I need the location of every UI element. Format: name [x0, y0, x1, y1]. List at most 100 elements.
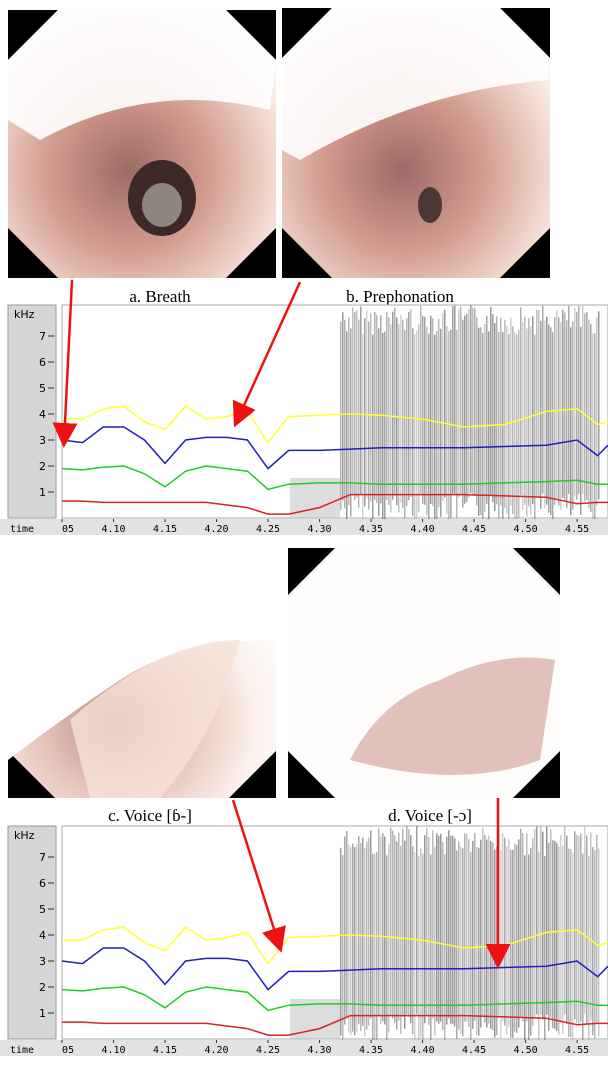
spectrogram-texture [414, 852, 416, 1040]
spectrogram-texture [342, 312, 344, 500]
spectrogram-texture [530, 327, 532, 515]
spectrogram-texture [492, 314, 494, 502]
x-tick-label: 4.40 [411, 1045, 435, 1056]
spectrogram-texture [442, 313, 444, 501]
spectrogram-texture [384, 837, 386, 1025]
spectrogram-texture [526, 328, 528, 516]
x-tick-label: 4.20 [204, 524, 228, 535]
spectrogram-texture [488, 836, 490, 1024]
spectrogram-texture [358, 836, 360, 1024]
spectrogram-texture [340, 848, 342, 1036]
spectrogram-texture [504, 838, 506, 1026]
spectrogram-texture [526, 833, 528, 1021]
spectrogram-texture [598, 311, 600, 499]
y-tick-label: 4 [39, 929, 46, 942]
spectrogram-texture [542, 831, 544, 1019]
spectrogram-texture [420, 849, 422, 1037]
spectrogram-texture [528, 318, 530, 506]
spectrogram-texture [346, 331, 348, 519]
spectrogram-texture [472, 308, 474, 496]
x-axis-label: time [10, 524, 34, 535]
spectrogram-texture [452, 306, 454, 494]
spectrogram-texture [480, 327, 482, 515]
spectrogram-texture [514, 332, 516, 520]
y-tick-label: 2 [39, 981, 46, 994]
x-tick-label: 4.50 [514, 1045, 538, 1056]
spectrogram-texture [582, 306, 584, 494]
spectrogram-texture [500, 318, 502, 506]
spectrogram-texture [436, 331, 438, 519]
spectrogram-texture [558, 847, 560, 1035]
spectrogram-texture [588, 856, 590, 1044]
spectrogram-texture [580, 327, 582, 515]
spectrogram-texture [570, 327, 572, 515]
spectrogram-texture [578, 306, 580, 494]
spectrogram-texture [468, 839, 470, 1027]
spectrogram-texture [430, 854, 432, 1042]
spectrogram-texture [502, 332, 504, 520]
spectrogram-texture [394, 835, 396, 1023]
spectrogram-texture [458, 309, 460, 497]
spectrogram-texture [388, 844, 390, 1032]
spectrogram-texture [562, 846, 564, 1034]
spectrogram-texture [516, 845, 518, 1033]
spectrogram-texture [552, 332, 554, 520]
spectrogram-texture [402, 320, 404, 508]
spectrogram-texture [524, 317, 526, 505]
x-tick-label: 4.45 [462, 1045, 486, 1056]
spectrogram-texture [450, 836, 452, 1024]
spectrogram-texture [502, 833, 504, 1021]
spectrogram-texture [582, 854, 584, 1042]
spectrogram-texture [518, 839, 520, 1027]
spectrogram-texture [426, 327, 428, 515]
spectrogram-texture [432, 318, 434, 506]
y-tick-label: 1 [39, 486, 46, 499]
spectrogram-texture [516, 335, 518, 523]
y-tick-label: 6 [39, 877, 46, 890]
spectrogram-texture [422, 316, 424, 504]
spectrogram-texture [484, 835, 486, 1023]
spectrogram-texture [544, 320, 546, 508]
spectrogram-texture [354, 847, 356, 1035]
spectrogram-texture [430, 316, 432, 504]
spectrogram-texture [564, 826, 566, 1014]
spectrogram-texture [584, 313, 586, 501]
x-tick-label: 4.35 [359, 524, 383, 535]
spectrogram-texture [438, 319, 440, 507]
spectrogram-texture [522, 322, 524, 510]
spectrogram-texture [496, 316, 498, 504]
spectrogram-texture [524, 855, 526, 1043]
spectrogram-texture [574, 831, 576, 1019]
spectrogram-texture [474, 308, 476, 496]
spectrogram-texture [434, 847, 436, 1035]
spectrogram-texture [374, 854, 376, 1042]
spectrogram-texture [380, 316, 382, 504]
spectrogram-texture [340, 322, 342, 510]
spectrogram-texture [534, 335, 536, 523]
spectrogram-texture [454, 838, 456, 1026]
spectrogram-texture [370, 313, 372, 501]
spectrogram-texture [392, 831, 394, 1019]
spectrogram-texture [474, 833, 476, 1021]
spectrogram-texture [368, 838, 370, 1026]
spectrogram-texture [550, 830, 552, 1018]
spectrogram-texture [504, 320, 506, 508]
spectrogram-texture [360, 307, 362, 495]
spectrogram-texture [506, 325, 508, 513]
y-tick-label: 5 [39, 903, 46, 916]
spectrogram-texture [508, 838, 510, 1026]
spectrogram-texture [550, 327, 552, 515]
spectrogram-texture [470, 305, 472, 493]
spectrogram-texture [452, 836, 454, 1024]
spectrogram-texture [520, 829, 522, 1017]
y-tick-label: 3 [39, 434, 46, 447]
spectrogram-texture [490, 841, 492, 1029]
spectrogram-texture [362, 838, 364, 1026]
spectrogram-texture [412, 328, 414, 516]
spectrogram-texture [356, 310, 358, 498]
spectrogram-texture [576, 312, 578, 500]
spectrogram-texture [536, 310, 538, 498]
spectrogram-texture [548, 325, 550, 513]
spectrogram-texture [370, 830, 372, 1018]
spectrogram-texture [590, 832, 592, 1020]
